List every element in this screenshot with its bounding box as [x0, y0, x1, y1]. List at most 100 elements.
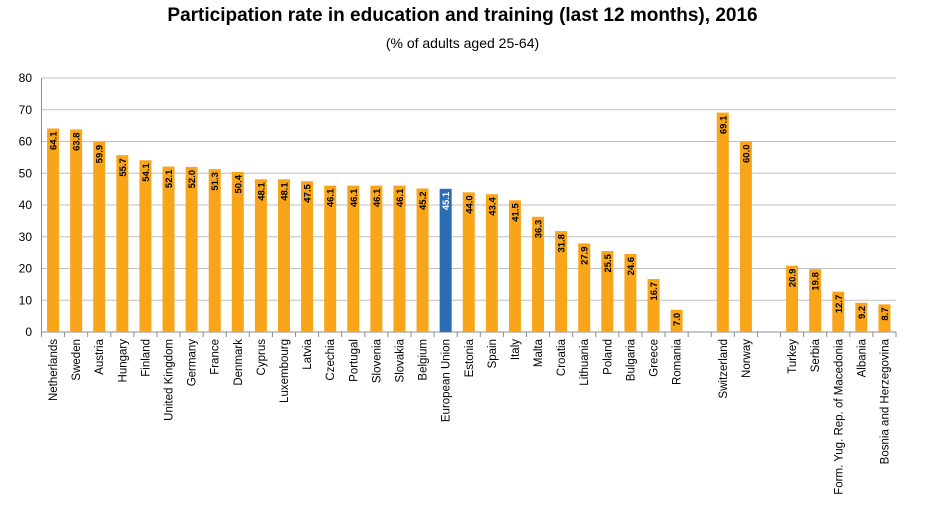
bar	[416, 188, 429, 332]
data-label: 41.5	[510, 203, 521, 222]
data-label: 46.1	[326, 188, 337, 207]
x-tick-label: Belgium	[418, 339, 430, 381]
bar	[508, 200, 521, 332]
x-tick-label: Austria	[94, 338, 106, 374]
data-label: 24.6	[626, 257, 637, 276]
data-label: 60.0	[741, 145, 752, 164]
bar	[231, 171, 244, 332]
data-label: 52.0	[187, 170, 198, 189]
x-tick-label: France	[210, 339, 222, 375]
x-tick-label: Slovakia	[394, 338, 406, 382]
data-label: 20.9	[788, 269, 799, 288]
data-label: 8.7	[880, 307, 891, 320]
bar	[462, 192, 475, 332]
bar	[439, 188, 452, 332]
data-label: 45.2	[418, 191, 429, 210]
bar	[739, 141, 752, 332]
bar	[301, 181, 314, 332]
data-label: 63.8	[72, 132, 83, 151]
bar	[855, 302, 868, 332]
x-tick-label: Czechia	[325, 338, 337, 380]
data-label: 59.9	[95, 145, 106, 164]
data-label: 12.7	[834, 295, 845, 314]
data-label: 45.1	[441, 191, 452, 210]
x-tick-label: Sweden	[71, 339, 83, 381]
y-tick-label: 50	[19, 166, 33, 180]
chart-subtitle: (% of adults aged 25-64)	[385, 35, 540, 51]
bar	[162, 166, 175, 332]
y-tick-label: 60	[19, 135, 33, 149]
bar	[578, 243, 591, 332]
data-label: 51.3	[210, 172, 221, 191]
data-label: 47.5	[303, 183, 314, 202]
bar	[555, 231, 568, 332]
bar	[485, 194, 498, 332]
bar	[93, 141, 106, 332]
x-tick-label: Finland	[140, 339, 152, 377]
x-tick-label: Switzerland	[718, 339, 730, 398]
data-label: 19.8	[811, 272, 822, 291]
x-tick-label: Albania	[856, 338, 868, 377]
x-tick-label: Spain	[487, 339, 499, 368]
x-tick-label: Form. Yug. Rep. of Macedonia	[833, 338, 845, 494]
data-label: 48.1	[256, 182, 267, 201]
x-tick-label: Italy	[510, 339, 522, 360]
bar	[647, 278, 660, 332]
data-label: 46.1	[372, 188, 383, 207]
x-tick-label: Norway	[741, 339, 753, 378]
data-label: 7.0	[672, 313, 683, 326]
bar	[809, 269, 822, 332]
x-tick-label: Croatia	[556, 338, 568, 376]
y-tick-label: 0	[25, 325, 32, 339]
bar	[878, 304, 891, 332]
x-tick-label: Serbia	[810, 338, 822, 372]
bar	[116, 155, 129, 332]
chart-title: Participation rate in education and trai…	[167, 5, 758, 26]
x-tick-label: Portugal	[348, 339, 360, 382]
data-label: 69.1	[718, 115, 729, 134]
bar	[370, 185, 383, 332]
x-tick-label: Malta	[533, 338, 545, 367]
data-label: 64.1	[49, 131, 60, 150]
y-tick-label: 20	[19, 262, 33, 276]
data-label: 16.7	[649, 282, 660, 301]
data-label: 25.5	[603, 253, 614, 272]
y-tick-label: 80	[19, 71, 33, 85]
data-label: 44.0	[464, 195, 475, 214]
x-tick-label: Bosnia and Herzegovina	[879, 338, 891, 464]
x-tick-label: Poland	[602, 339, 614, 375]
data-label: 50.4	[233, 174, 244, 193]
x-tick-label: European Union	[441, 339, 453, 422]
data-label: 55.7	[118, 158, 129, 177]
y-tick-label: 10	[19, 293, 33, 307]
x-tick-label: Cyprus	[256, 339, 268, 376]
y-tick-label: 40	[19, 198, 33, 212]
bar	[670, 309, 683, 332]
x-tick-label: Hungary	[117, 339, 129, 383]
x-tick-label: Romania	[672, 338, 684, 385]
bar	[47, 128, 60, 332]
x-tick-label: Latvia	[302, 338, 314, 369]
bar	[324, 185, 337, 332]
bar	[624, 253, 637, 332]
data-label: 31.8	[557, 234, 568, 253]
x-tick-label: Bulgaria	[625, 338, 637, 381]
data-label: 36.3	[534, 220, 545, 239]
data-label: 9.2	[857, 306, 868, 319]
bar	[277, 179, 290, 332]
data-label: 48.1	[279, 182, 290, 201]
bar	[832, 291, 845, 332]
bar	[347, 185, 360, 332]
bar	[185, 166, 198, 332]
x-tick-label: Turkey	[787, 339, 799, 374]
y-tick-label: 30	[19, 230, 33, 244]
bar	[393, 185, 406, 332]
bar	[208, 169, 221, 332]
bar	[139, 160, 152, 332]
data-label: 54.1	[141, 163, 152, 182]
x-tick-label: Lithuania	[579, 338, 591, 385]
x-tick-label: Germany	[187, 339, 199, 387]
data-label: 27.9	[580, 246, 591, 264]
x-tick-label: Luxembourg	[279, 339, 291, 403]
x-tick-label: Estonia	[464, 338, 476, 377]
